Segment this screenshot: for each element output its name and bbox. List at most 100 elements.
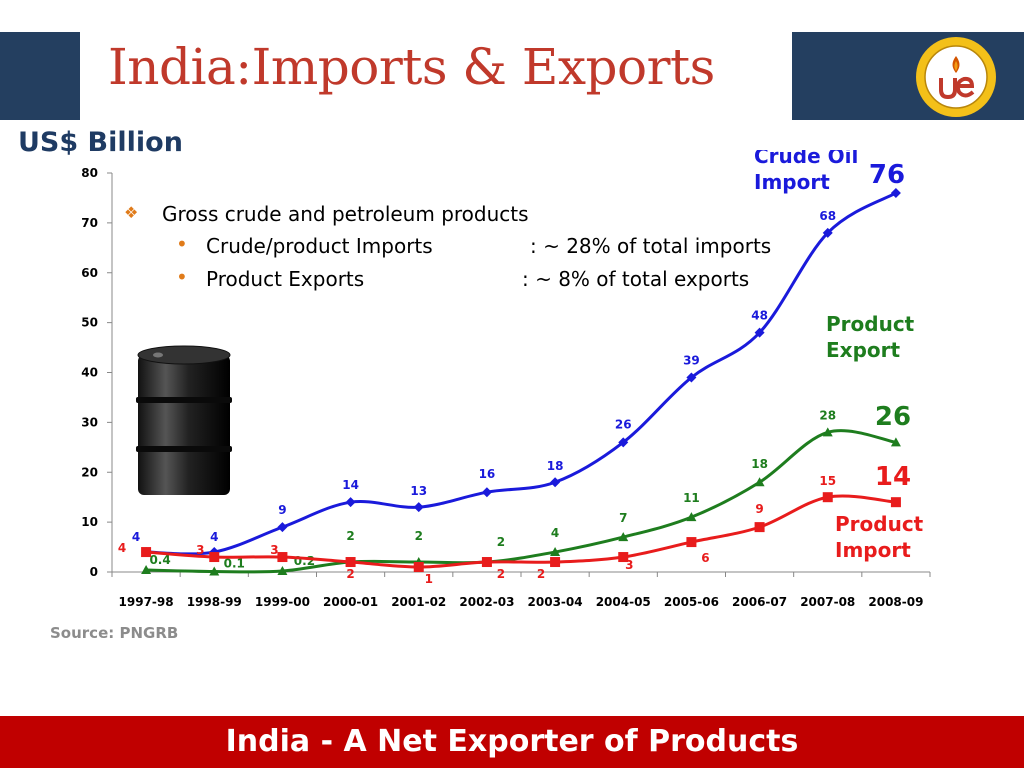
point-import bbox=[890, 497, 901, 508]
data-label-crude: 4 bbox=[132, 530, 140, 544]
point-crude bbox=[345, 497, 356, 508]
series-name-crude: Crude Oil Import bbox=[754, 150, 858, 194]
oil-barrel-rib-1 bbox=[136, 397, 232, 403]
point-import bbox=[209, 552, 220, 563]
series-name-line: Product bbox=[826, 312, 915, 336]
data-label-export: 2 bbox=[497, 535, 505, 549]
data-label-export: 18 bbox=[751, 457, 768, 471]
y-tick-label: 50 bbox=[81, 316, 98, 330]
series-name-line: Import bbox=[754, 170, 830, 194]
point-import bbox=[345, 557, 356, 568]
x-tick-label: 2004-05 bbox=[596, 595, 651, 609]
data-label-export-final: 26 bbox=[875, 402, 911, 432]
data-label-import: 6 bbox=[701, 551, 709, 565]
x-tick-label: 1998-99 bbox=[187, 595, 242, 609]
oil-barrel-icon bbox=[138, 355, 230, 495]
x-tick-label: 2003-04 bbox=[528, 595, 583, 609]
y-tick-label: 30 bbox=[81, 415, 98, 429]
x-tick-label: 2008-09 bbox=[868, 595, 923, 609]
y-tick-label: 20 bbox=[81, 465, 98, 479]
note-item-imports-value: : ~ 28% of total imports bbox=[530, 234, 772, 258]
data-label-import: 15 bbox=[819, 474, 836, 488]
point-import bbox=[618, 552, 629, 563]
x-tick-label: 2001-02 bbox=[391, 595, 446, 609]
point-import bbox=[686, 537, 697, 548]
series-name-line: Import bbox=[835, 538, 911, 562]
point-export bbox=[618, 532, 629, 542]
point-export bbox=[890, 437, 901, 447]
point-crude bbox=[618, 437, 629, 448]
data-label-import: 2 bbox=[346, 567, 354, 581]
x-tick-label: 2006-07 bbox=[732, 595, 787, 609]
series-name-export: Product Export bbox=[826, 312, 915, 362]
note-item-exports-value: : ~ 8% of total exports bbox=[522, 267, 750, 291]
series-line-export bbox=[146, 429, 897, 574]
x-tick-label: 2000-01 bbox=[323, 595, 378, 609]
data-label-crude-final: 76 bbox=[869, 160, 905, 190]
footer-text: India - A Net Exporter of Products bbox=[225, 724, 799, 759]
point-crude bbox=[754, 327, 765, 338]
data-label-import: 1 bbox=[425, 572, 433, 586]
data-label-crude: 18 bbox=[547, 459, 564, 473]
series-name-line: Product bbox=[835, 512, 924, 536]
point-export bbox=[277, 566, 288, 576]
x-tick-label: 1997-98 bbox=[119, 595, 174, 609]
source-note: Source: PNGRB bbox=[50, 624, 179, 642]
data-label-export: 11 bbox=[683, 491, 700, 505]
data-label-crude: 16 bbox=[479, 467, 496, 481]
slide-title: India:Imports & Exports bbox=[108, 38, 715, 96]
point-import bbox=[413, 562, 424, 573]
note-heading-text: Gross crude and petroleum products bbox=[162, 202, 529, 226]
header-band-left bbox=[0, 32, 80, 120]
note-item-exports-label: Product Exports bbox=[206, 267, 365, 291]
y-tick-label: 60 bbox=[81, 266, 98, 280]
data-label-import: 3 bbox=[270, 543, 278, 557]
diamond-bullet-icon: ❖ bbox=[124, 203, 139, 222]
data-label-import: 3 bbox=[196, 543, 204, 557]
data-label-crude: 68 bbox=[819, 209, 836, 223]
point-import bbox=[277, 552, 288, 563]
point-export bbox=[686, 512, 697, 522]
data-label-import: 4 bbox=[118, 541, 126, 555]
note-item-exports: • Product Exports bbox=[176, 265, 365, 291]
data-label-crude: 48 bbox=[751, 309, 768, 323]
data-label-crude: 39 bbox=[683, 353, 700, 367]
university-logo bbox=[916, 37, 996, 117]
data-label-export: 0.2 bbox=[294, 554, 315, 568]
note-item-imports-label: Crude/product Imports bbox=[206, 234, 433, 258]
dot-bullet-icon: • bbox=[176, 232, 188, 256]
data-label-export: 0.4 bbox=[149, 553, 170, 567]
series-name-line: Crude Oil bbox=[754, 150, 858, 168]
data-label-export: 7 bbox=[619, 511, 627, 525]
oil-barrel-top bbox=[137, 345, 231, 365]
data-label-crude: 9 bbox=[278, 503, 286, 517]
data-label-crude: 26 bbox=[615, 417, 632, 431]
data-label-export: 4 bbox=[551, 526, 559, 540]
point-export bbox=[141, 565, 152, 575]
point-crude bbox=[686, 372, 697, 383]
data-label-export: 0.1 bbox=[224, 557, 245, 571]
point-import bbox=[481, 557, 492, 568]
data-label-crude: 4 bbox=[210, 530, 218, 544]
point-crude bbox=[277, 522, 288, 533]
point-import bbox=[141, 547, 152, 558]
data-label-export: 2 bbox=[346, 529, 354, 543]
x-tick-label: 2007-08 bbox=[800, 595, 855, 609]
x-tick-label: 2002-03 bbox=[459, 595, 514, 609]
footer-band: India - A Net Exporter of Products bbox=[0, 716, 1024, 768]
point-export bbox=[822, 427, 833, 437]
series-line-import bbox=[145, 494, 897, 569]
data-label-import-final: 14 bbox=[875, 462, 911, 492]
y-tick-label: 40 bbox=[81, 366, 98, 380]
point-import bbox=[822, 492, 833, 503]
data-label-import: 2 bbox=[497, 567, 505, 581]
y-tick-label: 70 bbox=[81, 216, 98, 230]
point-crude bbox=[822, 227, 833, 238]
data-label-export: 2 bbox=[415, 529, 423, 543]
data-label-crude: 13 bbox=[410, 484, 427, 498]
x-tick-label: 2005-06 bbox=[664, 595, 719, 609]
point-export bbox=[209, 566, 220, 576]
units-label: US$ Billion bbox=[18, 127, 183, 158]
data-label-import: 2 bbox=[537, 567, 545, 581]
dot-bullet-icon: • bbox=[176, 265, 188, 289]
